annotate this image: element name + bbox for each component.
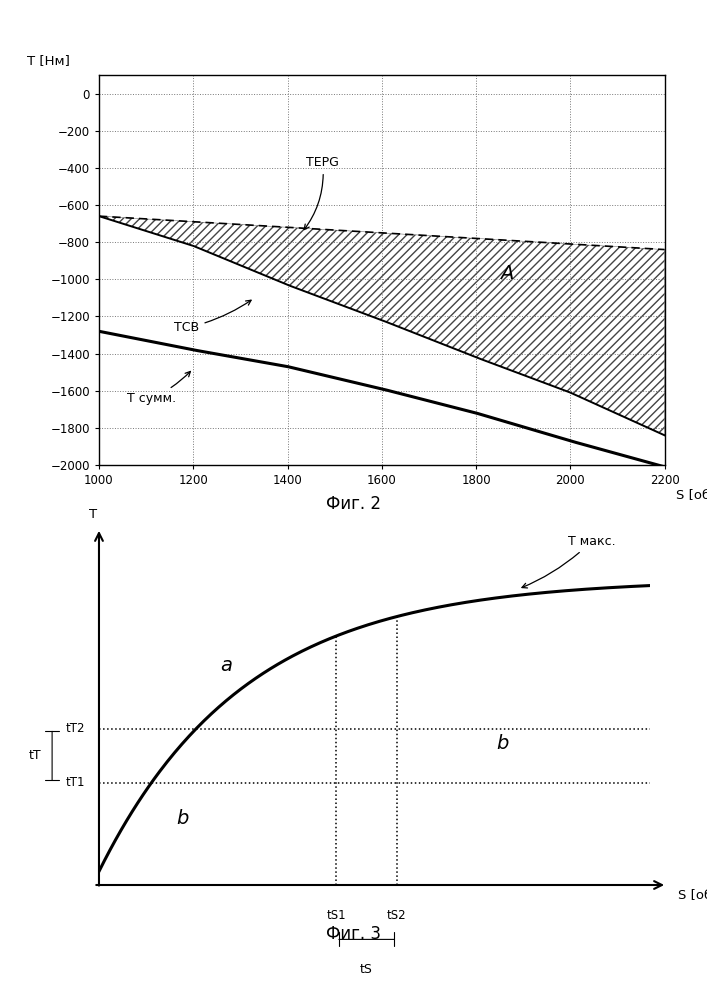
- Text: tT: tT: [28, 749, 41, 762]
- Y-axis label: T [Нм]: T [Нм]: [27, 54, 69, 67]
- Text: b: b: [176, 809, 189, 828]
- Text: S [об/мин]: S [об/мин]: [678, 889, 707, 902]
- Text: tT1: tT1: [66, 776, 86, 790]
- Text: T сумм.: T сумм.: [127, 371, 190, 405]
- Text: T макс.: T макс.: [522, 535, 615, 588]
- Text: b: b: [496, 734, 508, 753]
- Text: A: A: [500, 264, 513, 283]
- Text: tS2: tS2: [387, 909, 407, 922]
- Text: TСВ: TСВ: [175, 300, 251, 334]
- Text: tS: tS: [360, 963, 373, 976]
- Text: tS1: tS1: [327, 909, 346, 922]
- Text: Фиг. 2: Фиг. 2: [326, 495, 381, 513]
- Text: a: a: [221, 656, 233, 675]
- Text: TEPG: TEPG: [304, 156, 339, 230]
- Text: Фиг. 3: Фиг. 3: [326, 925, 381, 943]
- Text: tT2: tT2: [66, 722, 86, 735]
- Text: T: T: [89, 508, 98, 521]
- X-axis label: S [об/мин]: S [об/мин]: [676, 488, 707, 501]
